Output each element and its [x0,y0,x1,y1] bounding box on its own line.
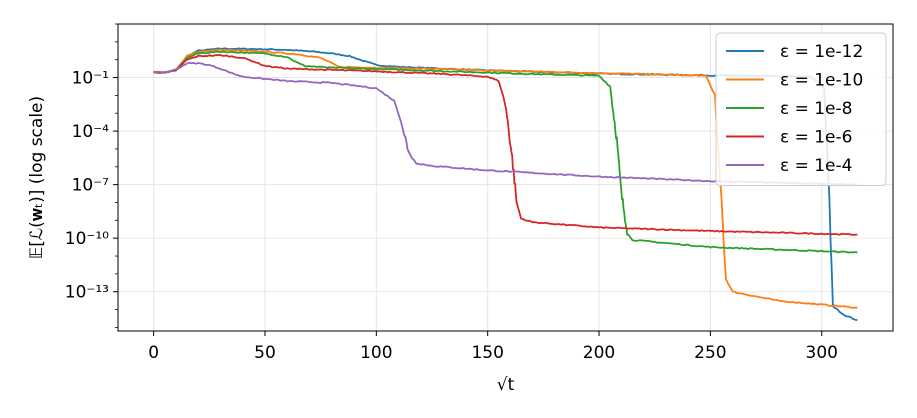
y-tick-label: 10⁻¹³ [65,283,109,303]
legend-label: ε = 1e-8 [780,99,852,119]
x-tick-label: 300 [806,343,838,363]
legend-box [715,32,887,186]
x-tick-label: 150 [471,343,503,363]
legend-label: ε = 1e-12 [780,42,863,62]
x-tick-label: 200 [583,343,615,363]
y-tick-label: 10⁻¹⁰ [65,229,109,249]
x-axis-label: √t [497,375,515,395]
series-line-3 [153,54,858,236]
y-tick-label: 10⁻⁷ [72,176,110,196]
x-tick-label: 0 [148,343,159,363]
plot-frame [117,23,894,332]
axis-ticks: 0 50 100 150 200 250 300 10⁻¹ 10⁻⁴ 10⁻⁷ 10⁻¹⁰ 10⁻¹³ [65,23,838,363]
legend: ε = 1e-12 ε = 1e-10 ε = 1e-8 ε = 1e-6 ε = 1e… [715,32,887,186]
series-line-1 [153,48,858,309]
y-tick-label: 10⁻⁴ [72,122,110,142]
y-tick-label: 10⁻¹ [72,69,109,89]
y-axis-label: 𝔼[ℒ(𝐰ₜ)] (log scale) [27,96,47,259]
x-tick-label: 50 [254,343,276,363]
x-tick-label: 250 [694,343,726,363]
x-tick-label: 100 [360,343,392,363]
legend-label: ε = 1e-4 [780,156,852,176]
legend-label: ε = 1e-10 [780,71,863,91]
series-line-2 [153,50,858,254]
legend-label: ε = 1e-6 [780,128,852,148]
